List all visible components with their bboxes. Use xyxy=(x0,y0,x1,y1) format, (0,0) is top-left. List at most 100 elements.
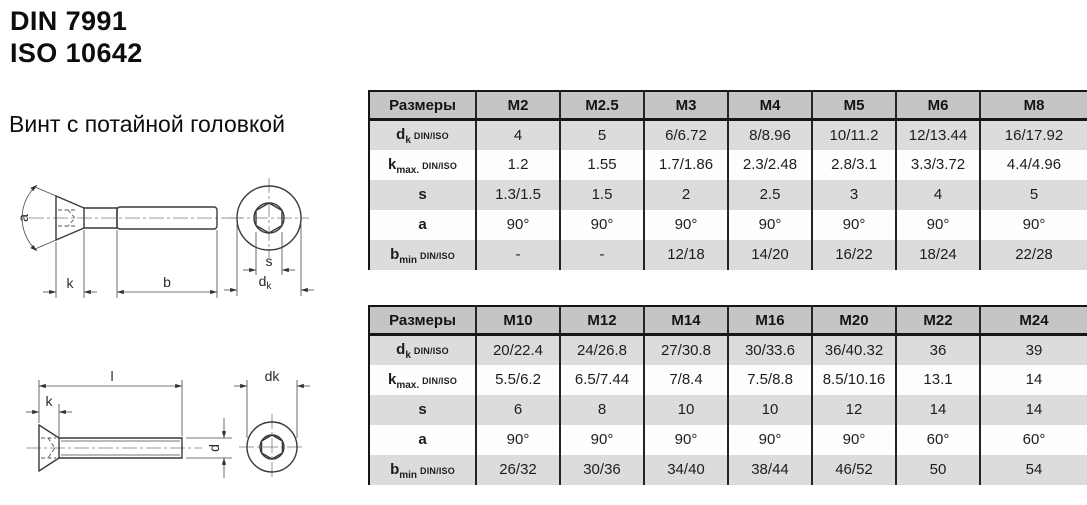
head-diameter-dimension xyxy=(224,224,314,296)
value-cell: 4 xyxy=(896,179,981,210)
thread-size-header: M12 xyxy=(560,306,645,336)
value-cell: 16/22 xyxy=(812,239,897,270)
product-name: Винт с потайной головкой xyxy=(9,111,285,137)
value-cell: 2.5 xyxy=(728,179,813,210)
value-cell: 4 xyxy=(476,119,561,150)
value-cell: 90° xyxy=(728,209,813,240)
dimension-label-d: d xyxy=(206,444,222,452)
value-cell: 6.5/7.44 xyxy=(560,364,645,395)
value-cell: 90° xyxy=(476,424,561,455)
value-cell: 34/40 xyxy=(644,454,729,485)
countersunk-screw-partial-thread-drawing: a k b xyxy=(14,158,334,307)
row-label-subscript: k xyxy=(405,350,411,362)
value-cell: 4.4/4.96 xyxy=(1006,156,1062,173)
value-cell: 3 xyxy=(812,179,897,210)
value-cell: 2.8/3.1 xyxy=(812,149,897,180)
head-height-dimension xyxy=(26,404,72,446)
standard-din: DIN 7991 xyxy=(10,6,128,36)
row-label-symbol: a xyxy=(418,215,427,233)
value-cell: 26/32 xyxy=(476,454,561,485)
sizes-column-header: Размеры xyxy=(369,91,477,121)
value-cell: 18/24 xyxy=(896,239,981,270)
value-cell: 16/17.92 xyxy=(1004,126,1064,144)
value-cell: 1.3/1.5 xyxy=(476,179,561,210)
screw-shank-outline xyxy=(83,206,218,230)
value-cell: 14 xyxy=(1025,401,1043,418)
value-cell: 54 xyxy=(1025,461,1043,478)
row-label-symbol: d xyxy=(396,126,406,144)
countersunk-screw-full-thread-drawing: l k d xyxy=(14,350,334,505)
value-cell: 12 xyxy=(812,394,897,425)
table-row: s 6 8 10 10 12 14 14 xyxy=(369,394,1087,425)
dimension-label-b: b xyxy=(163,274,171,290)
threaded-shank-outline xyxy=(58,437,183,459)
row-label: s xyxy=(369,394,477,425)
value-cell: 20/22.4 xyxy=(476,334,561,365)
row-label-standard-suffix: DIN/ISO xyxy=(420,465,455,476)
thread-size-header: M24 xyxy=(980,306,1087,336)
value-cell: 6 xyxy=(476,394,561,425)
dimension-label-dk: dk xyxy=(265,368,281,384)
thread-size-header: M5 xyxy=(812,91,897,121)
row-label-standard-suffix: DIN/ISO xyxy=(420,250,455,261)
table-row: dk DIN/ISO 20/22.4 24/26.8 27/30.8 30/33.6 36/… xyxy=(369,334,1087,365)
end-view xyxy=(239,414,305,480)
head-height-dimension xyxy=(43,230,97,298)
value-cell: 1.2 xyxy=(476,149,561,180)
row-label-subscript: max. xyxy=(396,379,420,391)
value-cell: 90° xyxy=(812,424,897,455)
row-label-standard-suffix: DIN/ISO xyxy=(422,375,458,386)
screw-full-view-svg: l k d xyxy=(26,368,310,480)
value-cell: 10/11.2 xyxy=(812,119,897,150)
value-cell: 90° xyxy=(728,424,813,455)
value-cell: 36 xyxy=(896,334,981,365)
value-cell: 39 xyxy=(1025,341,1043,359)
value-cell: 10 xyxy=(644,394,729,425)
value-cell: 3.3/3.72 xyxy=(896,149,981,180)
dimension-label-k: k xyxy=(46,393,54,409)
header-row: Размеры M10 M12 M14 M16 M20 M22 M24 xyxy=(369,306,1087,336)
head-diameter-dimension xyxy=(234,380,310,438)
row-label: kmax. DIN/ISO xyxy=(369,149,477,180)
value-cell: 12/13.44 xyxy=(896,119,981,150)
standards-header: DIN 7991 ISO 10642 xyxy=(10,6,143,70)
dimensions-table-m10-m24: Размеры M10 M12 M14 M16 M20 M22 M24 dk DIN/ISO 20/… xyxy=(368,305,1087,485)
thread-size-header: M16 xyxy=(728,306,813,336)
row-label-symbol: b xyxy=(390,460,400,478)
value-cell: 1.5 xyxy=(560,179,645,210)
row-label: a xyxy=(369,424,477,455)
row-label-symbol: s xyxy=(418,185,427,203)
value-cell: 30/36 xyxy=(560,454,645,485)
value-cell: 30/33.6 xyxy=(728,334,813,365)
value-cell: 46/52 xyxy=(812,454,897,485)
value-cell: 5 xyxy=(1029,186,1039,203)
value-cell: 90° xyxy=(1022,216,1046,233)
value-cell: 90° xyxy=(644,424,729,455)
value-cell: 2.3/2.48 xyxy=(728,149,813,180)
header-row: Размеры M2 M2.5 M3 M4 M5 M6 M8 xyxy=(369,91,1087,121)
thread-size-header: M22 xyxy=(896,306,981,336)
row-label-subscript: min xyxy=(399,254,418,266)
thread-length-dimension xyxy=(116,230,218,298)
dimension-label-dk: dk xyxy=(259,273,273,292)
row-label-symbol: d xyxy=(396,341,406,359)
value-cell: 60° xyxy=(1022,431,1046,448)
row-label-subscript: max. xyxy=(396,164,420,176)
table-row: kmax. DIN/ISO 1.2 1.55 1.7/1.86 2.3/2.48 2.8/3… xyxy=(369,149,1087,180)
sizes-column-header: Размеры xyxy=(369,306,477,336)
row-label: kmax. DIN/ISO xyxy=(369,364,477,395)
row-label: bmin DIN/ISO xyxy=(369,239,477,270)
value-cell: 22/28 xyxy=(1015,246,1053,263)
thread-size-header: M2 xyxy=(476,91,561,121)
value-cell: 50 xyxy=(896,454,981,485)
hex-socket-hidden-lines xyxy=(58,209,76,227)
thread-size-header: M14 xyxy=(644,306,729,336)
row-label: s xyxy=(369,179,477,210)
row-label: bmin DIN/ISO xyxy=(369,454,477,485)
length-dimension xyxy=(38,380,183,436)
dimension-label-k: k xyxy=(67,275,75,291)
row-label: dk DIN/ISO xyxy=(369,119,477,150)
value-cell: 24/26.8 xyxy=(560,334,645,365)
dimension-label-s: s xyxy=(266,253,273,269)
value-cell: 5.5/6.2 xyxy=(476,364,561,395)
